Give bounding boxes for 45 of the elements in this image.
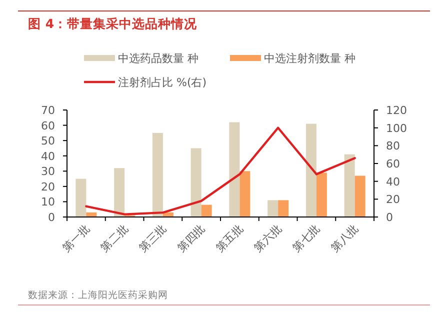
x-tick-label: 第八批 — [328, 222, 361, 254]
legend-item: 注射剂占比 %(右) — [84, 76, 207, 89]
legend-label: 注射剂占比 %(右) — [118, 76, 207, 89]
bar — [240, 171, 250, 217]
x-tick-label: 第四批 — [174, 222, 208, 254]
bar — [190, 148, 202, 217]
y-tick-label: 10 — [41, 196, 55, 209]
y2-tick-label: 20 — [386, 193, 400, 206]
y-tick-label: 30 — [41, 165, 55, 178]
y-tick-label: 60 — [41, 119, 55, 132]
y2-tick-label: 60 — [386, 158, 400, 170]
y-tick-label: 20 — [41, 180, 55, 194]
bar — [268, 200, 278, 217]
bar — [354, 176, 366, 217]
y-tick-label: 40 — [41, 150, 55, 163]
x-tick-label: 第六批 — [252, 222, 284, 254]
y2-tick-label: 100 — [386, 122, 407, 135]
x-tick-label: 第三批 — [136, 222, 170, 254]
bar — [306, 124, 316, 217]
bar — [201, 204, 212, 217]
bar — [152, 132, 163, 217]
chart-title: 图 4：带量集采中选品种情况 — [28, 16, 198, 31]
x-tick-label: 第二批 — [98, 222, 131, 254]
bar — [344, 154, 355, 217]
bar — [229, 122, 240, 217]
y-tick-label: 0 — [48, 211, 55, 224]
legend-label: 中选注射剂数量 种 — [264, 52, 356, 65]
x-tick-label: 第五批 — [213, 222, 246, 254]
bar — [278, 200, 289, 217]
legend-item: 中选注射剂数量 种 — [230, 52, 356, 65]
bar — [114, 168, 125, 217]
x-tick-label: 第一批 — [60, 222, 92, 254]
legend-item: 中选药品数量 种 — [84, 52, 198, 65]
y2-tick-label: 80 — [386, 140, 400, 153]
y-tick-label: 50 — [41, 134, 55, 148]
line-series — [85, 126, 356, 216]
x-tick-label: 第七批 — [290, 222, 323, 254]
bar — [316, 172, 327, 217]
bar — [76, 178, 86, 217]
y2-tick-label: 120 — [386, 104, 407, 117]
y-tick-label: 70 — [41, 104, 55, 117]
source-note: 数据来源：上海阳光医药采购网 — [28, 289, 168, 301]
y2-tick-label: 40 — [386, 175, 400, 188]
legend-label: 中选药品数量 种 — [118, 52, 198, 65]
y2-tick-label: 0 — [386, 211, 393, 224]
